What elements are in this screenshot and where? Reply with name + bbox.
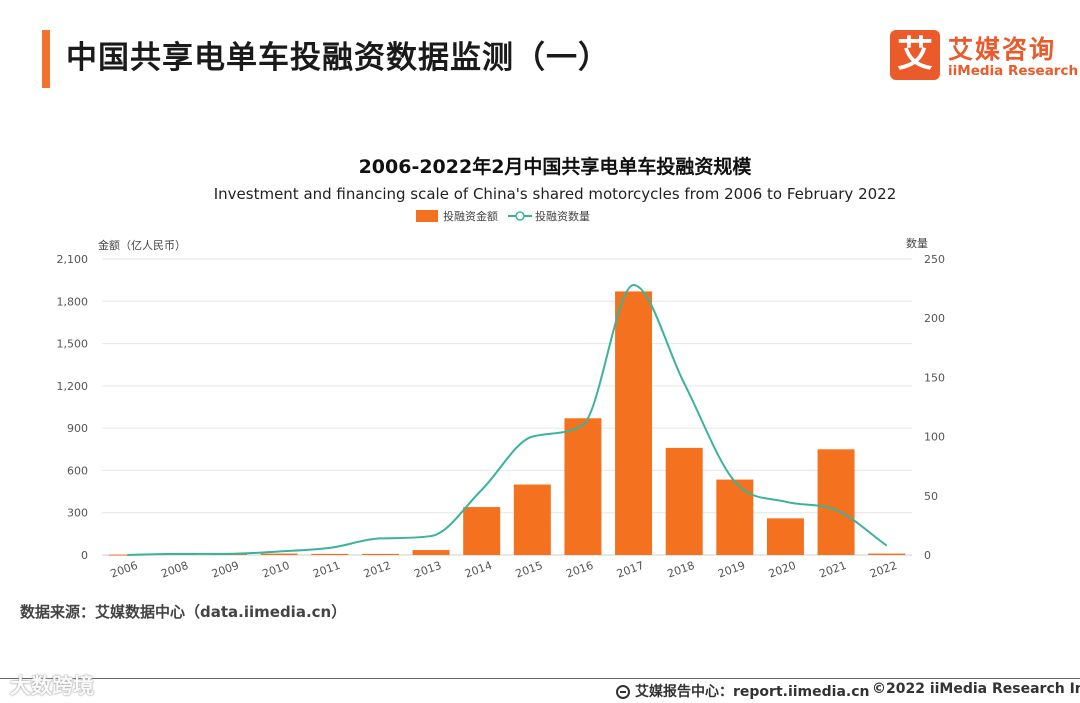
x-tick-label: 2006: [109, 559, 140, 581]
x-tick-label: 2021: [817, 559, 848, 581]
line-count-series: [127, 284, 888, 556]
y-left-tick-label: 900: [67, 422, 88, 435]
y-left-tick-label: 600: [67, 464, 88, 477]
bar-amount-2010: [260, 553, 298, 555]
y-right-axis-title: 数量: [906, 237, 928, 250]
x-tick-label: 2020: [767, 559, 798, 581]
legend-label-count: 投融资数量: [535, 209, 590, 223]
bar-amount-2006: [108, 554, 146, 556]
bar-amount-2017: [615, 291, 653, 555]
x-tick-label: 2009: [210, 559, 241, 581]
y-left-tick-label: 1,200: [57, 380, 89, 393]
chart-title: 2006-2022年2月中国共享电单车投融资规模: [358, 156, 752, 178]
bar-amount-2021: [817, 449, 855, 555]
bar-amount-2015: [513, 484, 551, 555]
bar-amount-2020: [766, 518, 804, 555]
logo-chinese-name: 艾媒咨询: [948, 35, 1057, 64]
x-tick-label: 2022: [868, 559, 899, 581]
y-right-tick-label: 0: [924, 549, 931, 562]
legend-label-amount: 投融资金额: [443, 209, 498, 223]
y-left-tick-label: 1,500: [57, 338, 89, 351]
bar-amount-2011: [311, 553, 349, 555]
legend-marker-count: [515, 211, 525, 221]
logo-mark-icon: 艾: [890, 30, 940, 80]
bar-amount-2016: [564, 418, 602, 555]
iimedia-logo: 艾 艾媒咨询 iiMedia Research: [890, 30, 1078, 82]
x-tick-label: 2011: [311, 559, 342, 581]
y-left-tick-label: 1,800: [57, 295, 89, 308]
y-right-tick-label: 150: [924, 371, 945, 384]
bar-amount-2014: [463, 507, 501, 555]
bar-amount-2012: [361, 553, 399, 555]
investment-chart: 0 300 600 900 1,200 1,500 1,800 2,100 0 50 100 150 2…: [57, 209, 946, 581]
x-tick-label: 2012: [362, 559, 393, 581]
globe-icon: [616, 685, 630, 699]
x-tick-label: 2015: [514, 559, 545, 581]
legend-swatch-amount: [416, 210, 438, 222]
logo-english-name: iiMedia Research: [948, 63, 1079, 79]
x-tick-label: 2010: [261, 559, 292, 581]
y-left-tick-label: 300: [67, 507, 88, 520]
y-left-axis-title: 金额（亿人民币）: [98, 238, 186, 252]
report-center-text: 艾媒报告中心：report.iimedia.cn: [635, 684, 870, 700]
bar-amount-2018: [665, 447, 703, 555]
y-right-tick-label: 100: [924, 431, 945, 444]
bar-amount-2013: [412, 550, 450, 555]
chart-subtitle: Investment and financing scale of China'…: [213, 185, 897, 203]
footer-divider: [0, 678, 1080, 679]
y-left-tick-label: 2,100: [57, 253, 89, 266]
title-accent-bar: [42, 30, 50, 88]
y-right-tick-label: 200: [924, 312, 945, 325]
x-tick-label: 2008: [159, 559, 190, 581]
x-tick-label: 2013: [412, 559, 443, 581]
x-tick-label: 2019: [716, 559, 747, 581]
page-title: 中国共享电单车投融资数据监测（一）: [66, 40, 610, 76]
watermark: 大数跨境: [10, 674, 94, 698]
y-left-tick-label: 0: [81, 549, 88, 562]
bar-amount-2019: [716, 479, 754, 555]
bar-amount-2022: [868, 553, 906, 555]
y-right-tick-label: 50: [924, 490, 938, 503]
y-right-tick-label: 250: [924, 253, 945, 266]
report-center: 艾媒报告中心：report.iimedia.cn: [616, 681, 870, 701]
x-tick-label: 2016: [564, 559, 595, 581]
x-tick-label: 2014: [463, 559, 494, 581]
data-source: 数据来源：艾媒数据中心（data.iimedia.cn）: [20, 603, 347, 621]
copyright: ©2022 iiMedia Research Inc: [872, 681, 1080, 697]
x-tick-label: 2018: [666, 559, 697, 581]
x-tick-label: 2017: [615, 559, 646, 581]
